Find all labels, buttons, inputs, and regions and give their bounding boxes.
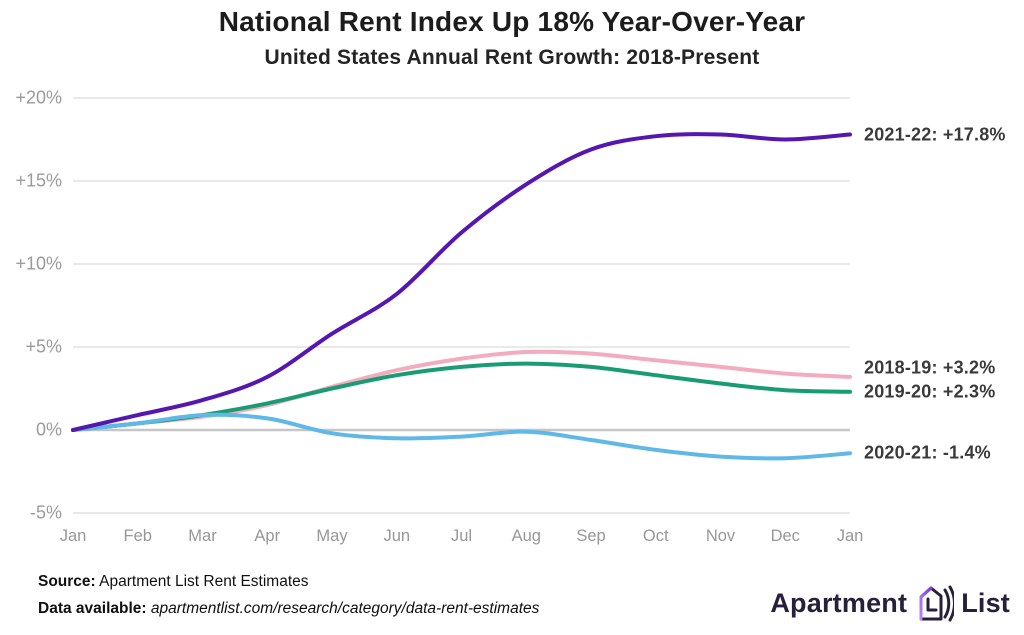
chart-subtitle: United States Annual Rent Growth: 2018-P… (264, 46, 760, 69)
y-axis-tick-label: +10% (15, 253, 62, 274)
x-axis-tick-label: Oct (642, 527, 669, 545)
series-end-label-2018-19: 2018-19: +3.2% (864, 357, 996, 378)
x-axis-tick-label: Feb (123, 527, 152, 545)
x-axis-tick-label: Jun (383, 527, 411, 545)
x-axis-tick-label: Apr (254, 527, 281, 545)
data-available-line: Data available: apartmentlist.com/resear… (38, 595, 539, 622)
apartment-list-logo: Apartment List (770, 582, 1010, 624)
apartment-list-house-icon (919, 585, 955, 622)
source-label: Source: (38, 573, 96, 590)
series-end-label-2019-20: 2019-20: +2.3% (864, 381, 996, 402)
y-axis-tick-label: +15% (15, 170, 62, 191)
x-axis-tick-label: Jul (450, 527, 473, 545)
source-line: Source: Apartment List Rent Estimates (38, 568, 539, 595)
x-axis-tick-label: Dec (770, 527, 800, 545)
y-axis-tick-label: -5% (29, 502, 62, 523)
series-line-2021-22 (71, 132, 852, 432)
series-end-label-2020-21: 2020-21: -1.4% (864, 442, 991, 463)
data-available-label: Data available: (38, 600, 147, 617)
x-axis-tick-label: Sep (576, 527, 606, 545)
chart-footer: Source: Apartment List Rent Estimates Da… (38, 568, 539, 622)
logo-word-apartment: Apartment (770, 587, 908, 618)
chart-title: National Rent Index Up 18% Year-Over-Yea… (218, 6, 806, 37)
logo-word-list: List (961, 587, 1010, 618)
x-axis-tick-label: Jan (836, 527, 864, 545)
x-axis-tick-label: Nov (705, 527, 736, 545)
y-axis-tick-label: +20% (15, 87, 62, 108)
y-axis-tick-label: +5% (25, 336, 62, 357)
x-axis-tick-label: Jan (59, 527, 87, 545)
series-line-2020-21 (71, 412, 852, 461)
data-available-url: apartmentlist.com/research/category/data… (146, 600, 540, 617)
x-axis-tick-label: Mar (188, 527, 217, 545)
y-axis-tick-label: 0% (35, 419, 62, 440)
x-axis-tick-label: May (316, 527, 348, 545)
x-axis-tick-label: Aug (511, 527, 541, 545)
source-text: Apartment List Rent Estimates (95, 573, 309, 590)
series-end-label-2021-22: 2021-22: +17.8% (864, 124, 1006, 145)
